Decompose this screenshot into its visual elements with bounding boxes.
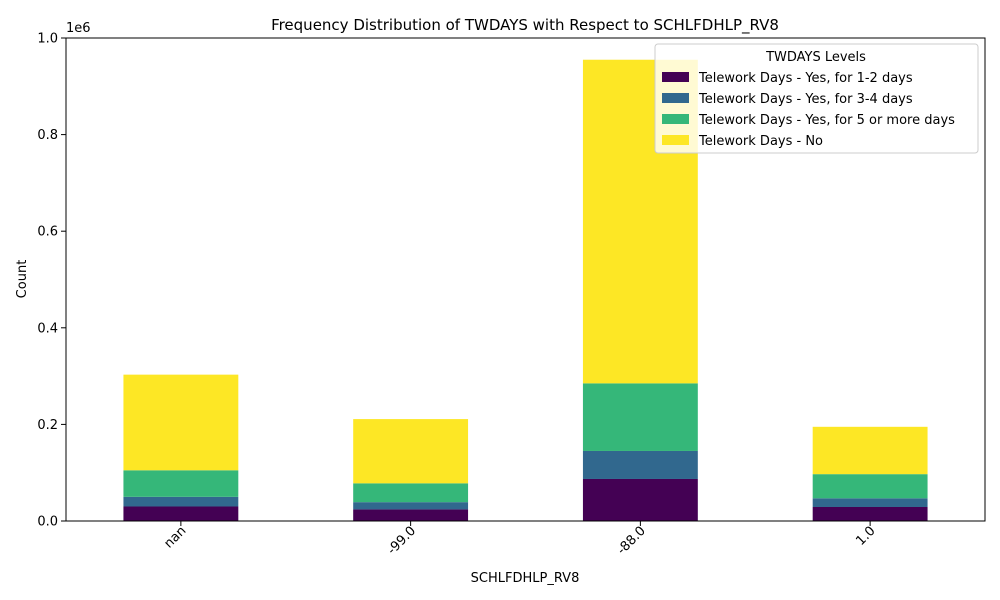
y-tick-label: 0.2 xyxy=(37,418,58,433)
bar-segment xyxy=(123,470,239,497)
legend-swatch xyxy=(662,93,689,103)
chart-title: Frequency Distribution of TWDAYS with Re… xyxy=(271,16,779,35)
bar-segment xyxy=(123,496,239,507)
bar-segment xyxy=(353,509,469,521)
legend-swatch xyxy=(662,72,689,82)
bar-segment xyxy=(353,483,469,503)
y-tick-label: 0.8 xyxy=(37,128,58,143)
bar-segment xyxy=(812,426,928,475)
bar-segment xyxy=(123,506,239,521)
bar-segment xyxy=(582,383,698,451)
x-axis-title: SCHLFDHLP_RV8 xyxy=(471,571,580,586)
plot-frame xyxy=(65,37,986,522)
bar-segment xyxy=(353,419,469,484)
legend: TWDAYS Levels Telework Days - Yes, for 1… xyxy=(654,43,979,154)
legend-swatch xyxy=(662,114,689,124)
y-tick-label: 0.4 xyxy=(37,321,58,336)
legend-label: Telework Days - No xyxy=(698,134,823,149)
bar-segment xyxy=(812,474,928,499)
bar-segment xyxy=(582,450,698,479)
bar-segment xyxy=(812,506,928,521)
y-tick-label: 0.0 xyxy=(37,515,58,530)
legend-label: Telework Days - Yes, for 5 or more days xyxy=(698,113,955,128)
legend-frame xyxy=(654,43,979,154)
y-tick-label: 1.0 xyxy=(37,32,58,47)
legend-swatch xyxy=(662,135,689,145)
bar-segment xyxy=(812,498,928,507)
legend-label: Telework Days - Yes, for 1-2 days xyxy=(698,71,913,86)
legend-label: Telework Days - Yes, for 3-4 days xyxy=(698,92,913,107)
y-axis-title: Count xyxy=(15,260,30,299)
x-tick-label: nan xyxy=(161,524,189,552)
y-offset-label: 1e6 xyxy=(66,21,91,36)
x-tick-label: 1.0 xyxy=(853,524,878,549)
x-tick-label: -99.0 xyxy=(385,524,419,558)
bar-segment xyxy=(582,478,698,521)
legend-title: TWDAYS Levels xyxy=(765,50,866,65)
bar-segment xyxy=(353,502,469,510)
x-tick-label: -88.0 xyxy=(614,524,648,558)
y-tick-label: 0.6 xyxy=(37,225,58,240)
bar-segment xyxy=(123,374,239,471)
